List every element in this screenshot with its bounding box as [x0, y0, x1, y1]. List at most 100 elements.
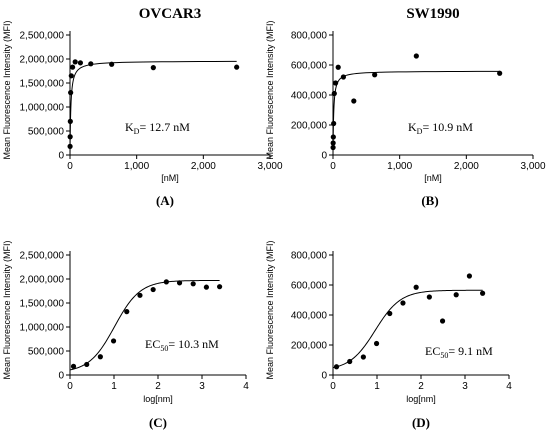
data-point — [72, 59, 78, 65]
x-tick-label: 1,000 — [124, 161, 149, 172]
annotation-value: = 10.9 nM — [422, 120, 473, 134]
y-tick-label: 600,000 — [291, 281, 328, 292]
data-point — [234, 64, 240, 70]
y-tick-label: 800,000 — [291, 31, 328, 42]
y-tick-label: 500,000 — [28, 347, 65, 358]
chart-title: OVCAR3 — [139, 6, 202, 22]
data-point — [163, 279, 169, 285]
fit-curve — [69, 60, 237, 156]
y-tick-label: 200,000 — [291, 341, 328, 352]
data-point — [330, 134, 336, 140]
data-point — [426, 294, 432, 300]
fit-annotation: EC50= 10.3 nM — [145, 337, 219, 353]
data-point — [335, 64, 341, 70]
annotation-value: = 10.3 nM — [168, 337, 219, 351]
fit-curve — [69, 279, 220, 371]
data-point — [333, 364, 340, 370]
y-axis-label: Mean Fluorescence Intensity (MFI) — [2, 20, 12, 159]
annotation-main: K — [408, 120, 417, 134]
y-tick-label: 2,000,000 — [20, 275, 65, 286]
fit-annotation: KD= 10.9 nM — [408, 120, 473, 136]
x-tick-label: 2,000 — [191, 161, 216, 172]
x-axis-label: [nM] — [161, 173, 179, 183]
y-axis-label: Mean Fluorescence Intensity (MFI) — [2, 240, 12, 379]
x-tick-label: 3 — [462, 381, 468, 392]
data-point — [453, 292, 459, 298]
y-tick-label: 200,000 — [291, 121, 328, 132]
data-point — [413, 53, 419, 59]
data-point — [333, 80, 339, 86]
x-axis-label: log[nm] — [143, 394, 173, 404]
data-point — [330, 140, 336, 146]
y-tick-label: 0 — [321, 371, 327, 382]
panel-label: (D) — [412, 415, 430, 430]
data-point — [497, 70, 503, 76]
data-point — [347, 358, 353, 365]
data-point — [68, 90, 74, 96]
panel-label: (B) — [421, 193, 438, 208]
chart-panel-3: 0 500,000 1,000,000 1,500,000 2,000,000 2,500… — [2, 240, 249, 430]
annotation-value: = 12.7 nM — [139, 120, 190, 134]
data-point — [84, 361, 90, 368]
panel-label: (A) — [156, 193, 174, 208]
fit-curve — [332, 70, 500, 156]
data-point — [480, 290, 486, 296]
fit-curve — [332, 289, 483, 369]
y-tick-label: 800,000 — [291, 251, 328, 262]
data-point — [351, 98, 357, 104]
x-axis-label: log[nm] — [406, 394, 436, 404]
chart-panel-2: SW1990 0 200,000 400,000 600,000 800,000 0 1,00… — [265, 6, 546, 208]
data-point — [331, 90, 337, 97]
y-tick-label: 1,000,000 — [20, 103, 65, 114]
data-point — [68, 73, 74, 79]
y-tick-label: 0 — [58, 371, 64, 382]
x-tick-label: 0 — [330, 161, 336, 172]
y-tick-label: 1,500,000 — [20, 79, 65, 90]
data-point — [124, 309, 130, 315]
annotation-value: = 9.1 nM — [448, 344, 493, 358]
y-tick-label: 2,500,000 — [20, 31, 65, 42]
x-tick-label: 1 — [111, 381, 117, 392]
data-point — [400, 300, 406, 306]
data-point — [439, 318, 446, 324]
x-tick-label: 0 — [67, 161, 73, 172]
annotation-main: EC — [145, 337, 160, 351]
data-point — [203, 284, 209, 290]
data-point — [77, 60, 83, 66]
y-tick-label: 400,000 — [291, 91, 328, 102]
fit-annotation: EC50= 9.1 nM — [425, 344, 493, 360]
data-point — [70, 64, 76, 70]
data-point — [340, 74, 346, 80]
x-tick-label: 4 — [243, 381, 249, 392]
data-point — [372, 72, 378, 78]
data-point — [176, 280, 183, 286]
data-point — [387, 310, 393, 317]
x-tick-label: 3 — [199, 381, 205, 392]
x-tick-label: 0 — [330, 381, 336, 392]
x-tick-label: 0 — [67, 381, 73, 392]
annotation-subscript: D — [134, 127, 140, 136]
y-tick-label: 500,000 — [28, 127, 65, 138]
x-tick-label: 2,000 — [454, 161, 479, 172]
data-point — [331, 120, 337, 127]
x-tick-label: 2 — [155, 381, 161, 392]
chart-panel-1: OVCAR3 0 500,000 1,000,000 1,500,000 2,000,00… — [2, 6, 283, 208]
data-point — [217, 284, 223, 290]
x-tick-label: 2 — [418, 381, 424, 392]
data-point — [67, 118, 73, 124]
data-point — [97, 354, 103, 360]
data-point — [109, 61, 115, 67]
data-point — [67, 134, 73, 140]
y-tick-label: 1,000,000 — [20, 323, 65, 334]
y-tick-label: 1,500,000 — [20, 299, 65, 310]
annotation-subscript: 50 — [160, 344, 168, 353]
data-point — [330, 144, 336, 151]
data-point — [360, 354, 366, 360]
x-tick-label: 1 — [374, 381, 380, 392]
data-point — [190, 281, 196, 287]
data-point — [110, 338, 117, 344]
y-tick-label: 2,500,000 — [20, 251, 65, 262]
chart-panel-4: 0 200,000 400,000 600,000 800,000 0 1 2 3 4 log[nm… — [265, 240, 512, 430]
data-point — [88, 61, 94, 67]
y-tick-label: 0 — [58, 151, 64, 162]
